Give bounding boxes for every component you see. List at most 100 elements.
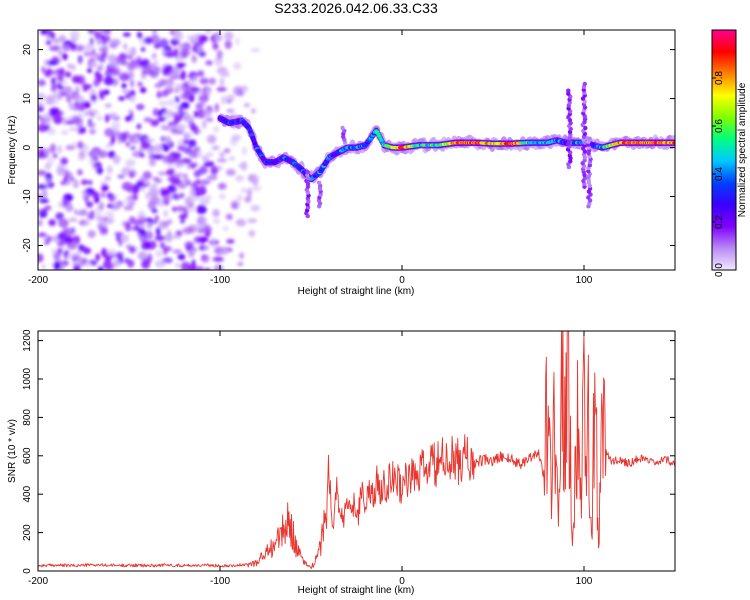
noise-blob	[212, 42, 219, 50]
noise-blob	[53, 91, 61, 99]
ridge-spike	[582, 81, 587, 87]
noise-blob	[38, 149, 44, 159]
noise-blob	[180, 218, 185, 224]
noise-blob	[114, 252, 124, 259]
noise-blob	[106, 203, 114, 209]
noise-blob	[52, 38, 61, 44]
ridge-core	[250, 136, 255, 140]
noise-blob	[223, 31, 234, 41]
noise-blob	[136, 228, 145, 233]
noise-blob	[51, 83, 57, 90]
noise-blob	[146, 147, 155, 155]
noise-blob	[229, 156, 236, 161]
noise-blob	[39, 117, 51, 124]
noise-blob	[250, 48, 260, 53]
noise-blob	[104, 103, 112, 108]
noise-blob	[197, 184, 207, 195]
noise-blob	[97, 266, 104, 270]
snr-y-tick-label: 0	[22, 568, 33, 574]
noise-blob	[173, 88, 181, 94]
noise-blob	[151, 30, 158, 35]
noise-blob	[219, 151, 225, 158]
noise-blob	[142, 171, 152, 180]
noise-blob	[156, 90, 162, 99]
noise-blob	[87, 180, 93, 185]
noise-blob	[38, 219, 43, 227]
noise-blob	[221, 246, 229, 256]
snr-frame	[37, 330, 676, 572]
noise-blob	[159, 116, 167, 122]
noise-blob	[134, 219, 141, 229]
noise-blob	[189, 188, 195, 197]
snr-y-tick-label: 1200	[22, 329, 33, 352]
noise-blob	[180, 261, 191, 270]
noise-blob	[38, 123, 48, 133]
noise-blob	[144, 240, 150, 248]
colorbar-gradient	[712, 30, 736, 270]
noise-blob	[80, 127, 87, 134]
noise-blob	[44, 69, 52, 78]
noise-blob	[210, 165, 219, 176]
noise-blob	[106, 165, 113, 174]
noise-blob	[60, 157, 69, 165]
noise-blob	[153, 143, 163, 153]
noise-blob	[213, 218, 221, 224]
noise-blob	[198, 95, 209, 103]
noise-blob	[96, 37, 102, 46]
noise-blob	[211, 145, 220, 150]
noise-blob	[199, 179, 211, 185]
noise-blob	[88, 259, 98, 266]
noise-blob	[114, 231, 124, 237]
ridge-core	[672, 141, 675, 145]
noise-blob	[90, 62, 98, 68]
noise-blob	[161, 89, 169, 97]
noise-blob	[44, 162, 52, 171]
noise-blob	[248, 230, 256, 237]
snr-y-tick-label: 200	[22, 524, 33, 541]
noise-blob	[143, 117, 153, 123]
noise-blob	[61, 86, 71, 94]
ridge-spike	[587, 136, 592, 141]
ridge-core	[248, 130, 253, 134]
heatmap-y-label: Frequency (Hz)	[7, 116, 18, 185]
noise-blob	[103, 76, 115, 86]
noise-blob	[57, 50, 63, 56]
noise-blob	[206, 134, 217, 144]
noise-blob	[197, 108, 207, 119]
noise-blob	[191, 54, 198, 64]
noise-blob	[71, 75, 81, 84]
noise-blob	[122, 32, 131, 37]
noise-blob	[129, 138, 140, 145]
noise-blob	[147, 200, 156, 210]
snr-y-tick-label: 400	[22, 485, 33, 502]
noise-blob	[152, 108, 159, 117]
noise-blob	[129, 110, 134, 119]
snr-y-tick-label: 600	[22, 447, 33, 464]
noise-blob	[104, 175, 112, 181]
noise-blob	[49, 45, 60, 52]
noise-blob	[105, 143, 112, 149]
noise-blob	[92, 163, 99, 171]
noise-blob	[152, 176, 160, 182]
noise-blob	[86, 212, 95, 221]
noise-blob	[104, 114, 110, 123]
noise-blob	[85, 221, 91, 226]
noise-blob	[247, 174, 255, 182]
noise-blob	[183, 139, 189, 145]
noise-blob	[48, 60, 60, 66]
noise-blob	[179, 192, 185, 199]
noise-blob	[151, 208, 158, 214]
noise-blob	[216, 49, 223, 60]
noise-blob	[190, 123, 196, 132]
colorbar-tick-label: 0.0	[714, 263, 725, 277]
noise-blob	[42, 189, 48, 198]
noise-blob	[137, 251, 148, 261]
noise-blob	[63, 236, 74, 245]
noise-blob	[132, 133, 143, 138]
noise-blob	[155, 250, 163, 258]
noise-blob	[174, 96, 181, 103]
noise-blob	[176, 205, 185, 212]
noise-blob	[233, 62, 242, 70]
